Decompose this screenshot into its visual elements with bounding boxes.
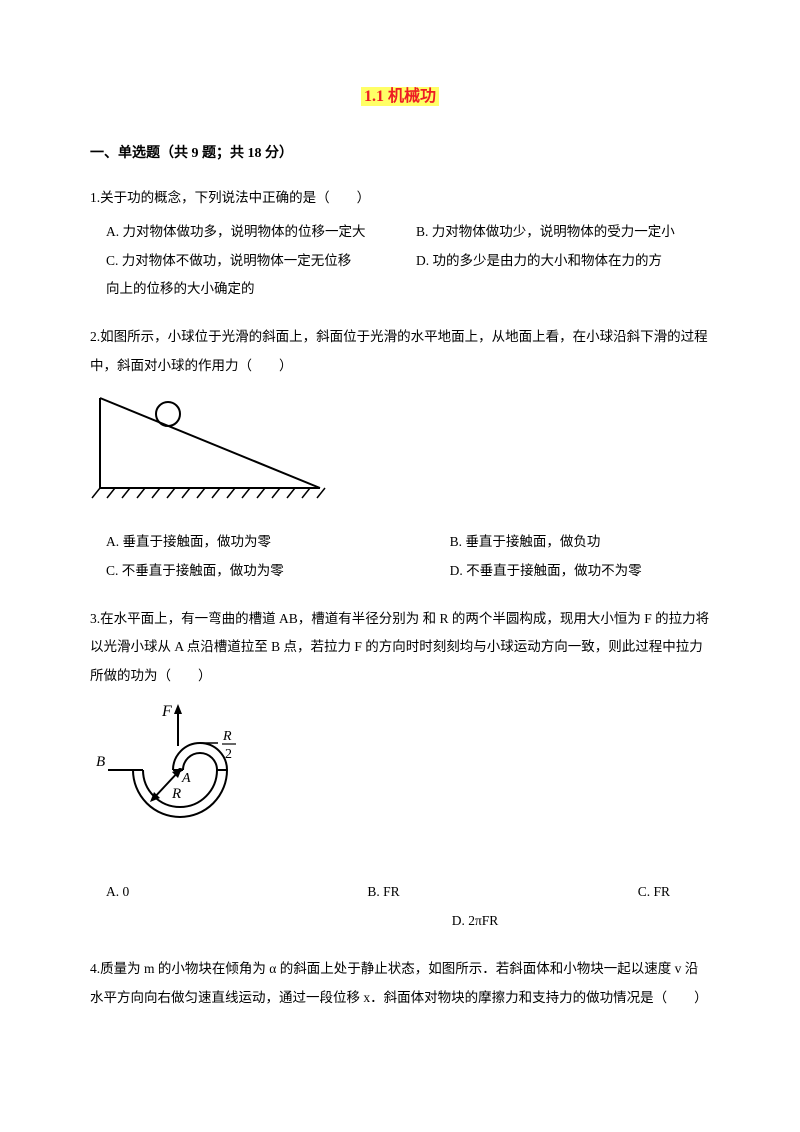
q1-optA: A. 力对物体做功多，说明物体的位移一定大 xyxy=(90,218,400,246)
svg-text:R: R xyxy=(222,729,232,744)
q3-optD: D. 2πFR xyxy=(90,907,710,935)
question-3: 3.在水平面上，有一弯曲的槽道 AB，槽道有半径分别为 和 R 的两个半圆构成，… xyxy=(90,605,710,935)
q3-options-row1: A. 0 B. FR C. FR xyxy=(90,878,710,906)
q3-optA: A. 0 xyxy=(106,878,129,906)
q2-options-row2: C. 不垂直于接触面，做功为零 D. 不垂直于接触面，做功不为零 xyxy=(90,557,710,585)
q2-stem: 2.如图所示，小球位于光滑的斜面上，斜面位于光滑的水平地面上，从地面上看，在小球… xyxy=(90,323,710,380)
q3-optC: C. FR xyxy=(638,878,670,906)
q3-optB: B. FR xyxy=(367,878,399,906)
svg-text:F: F xyxy=(161,703,172,720)
title-text: 1.1 机械功 xyxy=(361,87,439,106)
svg-text:B: B xyxy=(96,754,105,770)
q1-optD-cont: 向上的位移的大小确定的 xyxy=(90,275,710,303)
q2-options-row1: A. 垂直于接触面，做功为零 B. 垂直于接触面，做负功 xyxy=(90,528,710,556)
q3-stem: 3.在水平面上，有一弯曲的槽道 AB，槽道有半径分别为 和 R 的两个半圆构成，… xyxy=(90,605,710,690)
q1-options-row1: A. 力对物体做功多，说明物体的位移一定大 B. 力对物体做功少，说明物体的受力… xyxy=(90,218,710,246)
q2-optC: C. 不垂直于接触面，做功为零 xyxy=(90,557,450,585)
curved-track-diagram-icon: F R R 2 A B xyxy=(90,698,290,858)
q4-stem: 4.质量为 m 的小物块在倾角为 α 的斜面上处于静止状态，如图所示．若斜面体和… xyxy=(90,955,710,1012)
svg-text:2: 2 xyxy=(225,747,232,762)
q1-options-row2: C. 力对物体不做功，说明物体一定无位移 D. 功的多少是由力的大小和物体在力的… xyxy=(90,247,710,275)
question-2: 2.如图所示，小球位于光滑的斜面上，斜面位于光滑的水平地面上，从地面上看，在小球… xyxy=(90,323,710,585)
svg-text:R: R xyxy=(171,786,181,802)
question-4: 4.质量为 m 的小物块在倾角为 α 的斜面上处于静止状态，如图所示．若斜面体和… xyxy=(90,955,710,1012)
q2-optB: B. 垂直于接触面，做负功 xyxy=(450,528,710,556)
svg-text:A: A xyxy=(181,771,191,786)
q2-optD: D. 不垂直于接触面，做功不为零 xyxy=(450,557,710,585)
q3-figure: F R R 2 A B xyxy=(90,698,710,868)
q1-optB: B. 力对物体做功少，说明物体的受力一定小 xyxy=(400,218,710,246)
incline-diagram-icon xyxy=(90,388,350,508)
q1-stem: 1.关于功的概念，下列说法中正确的是（ ） xyxy=(90,184,710,212)
q2-figure xyxy=(90,388,710,518)
q1-optD: D. 功的多少是由力的大小和物体在力的方 xyxy=(400,247,710,275)
section-header: 一、单选题（共 9 题；共 18 分） xyxy=(90,142,710,162)
q1-optC: C. 力对物体不做功，说明物体一定无位移 xyxy=(90,247,400,275)
q2-optA: A. 垂直于接触面，做功为零 xyxy=(90,528,450,556)
page-title: 1.1 机械功 xyxy=(90,82,710,106)
question-1: 1.关于功的概念，下列说法中正确的是（ ） A. 力对物体做功多，说明物体的位移… xyxy=(90,184,710,303)
